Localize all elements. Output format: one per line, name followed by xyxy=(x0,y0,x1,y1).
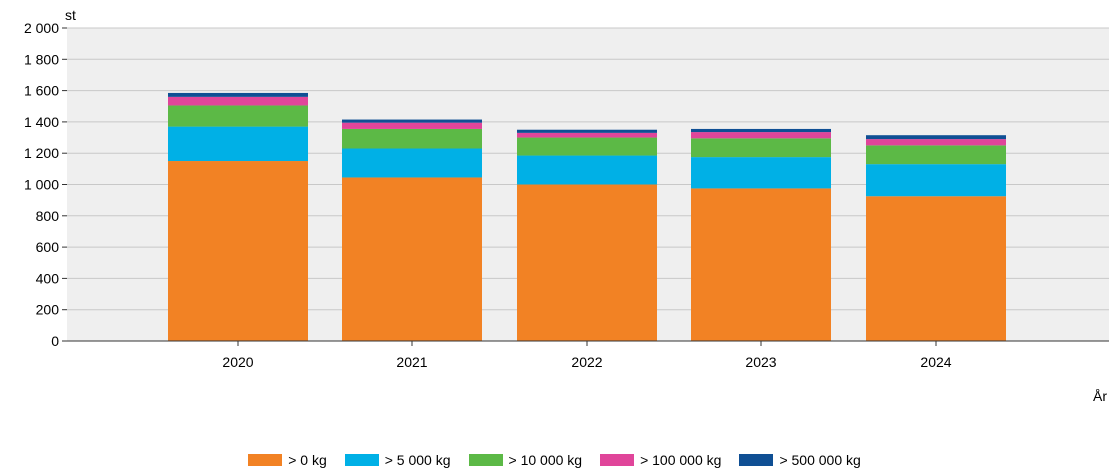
bar-segment-2023-series-0 xyxy=(691,188,831,341)
bar-segment-2024-series-2 xyxy=(866,145,1006,165)
bar-segment-2020-series-0 xyxy=(168,161,308,341)
x-tick-label: 2020 xyxy=(222,354,253,370)
y-tick-label: 200 xyxy=(36,302,60,318)
bar-segment-2021-series-0 xyxy=(342,177,482,341)
bar-segment-2023-series-4 xyxy=(691,128,831,133)
y-tick-label: 400 xyxy=(36,270,60,286)
bar-segment-2021-series-1 xyxy=(342,148,482,178)
x-tick-label: 2022 xyxy=(571,354,602,370)
legend: > 0 kg > 5 000 kg > 10 000 kg > 100 000 kg >… xyxy=(0,450,1109,470)
y-tick-label: 2 000 xyxy=(24,20,59,36)
y-tick-labels: 0 200 400 600 800 1 000 1 200 1 400 1 600 1 800 2 … xyxy=(24,20,59,349)
legend-swatch xyxy=(739,454,774,466)
bar-segment-2021-series-3 xyxy=(342,122,482,129)
legend-item: > 100 000 kg xyxy=(600,452,721,468)
x-tick-labels: 2020 2021 2022 2023 2024 xyxy=(222,341,952,370)
x-axis-label: År xyxy=(1093,388,1107,404)
legend-label: > 100 000 kg xyxy=(640,452,722,468)
bar-segment-2023-series-3 xyxy=(691,132,831,139)
legend-item: > 10 000 kg xyxy=(468,452,583,468)
x-tick-label: 2023 xyxy=(745,354,776,370)
legend-label: > 0 kg xyxy=(288,452,327,468)
bar-segment-2024-series-4 xyxy=(866,135,1006,140)
bars xyxy=(168,92,1006,341)
bar-segment-2020-series-4 xyxy=(168,92,308,97)
bar-segment-2024-series-0 xyxy=(866,196,1006,341)
legend-label: > 10 000 kg xyxy=(508,452,583,468)
bar-segment-2024-series-1 xyxy=(866,164,1006,197)
y-tick-label: 600 xyxy=(36,239,60,255)
y-tick-label: 0 xyxy=(51,333,59,349)
y-tick-label: 800 xyxy=(36,208,60,224)
y-tick-label: 1 600 xyxy=(24,83,59,99)
y-tick-label: 1 200 xyxy=(24,145,59,161)
legend-swatch xyxy=(248,454,283,466)
bar-segment-2022-series-4 xyxy=(517,129,657,133)
bar-segment-2020-series-2 xyxy=(168,105,308,127)
legend-swatch xyxy=(344,454,379,466)
y-tick-label: 1 000 xyxy=(24,177,59,193)
legend-label: > 500 000 kg xyxy=(779,452,861,468)
bar-segment-2024-series-3 xyxy=(866,139,1006,146)
y-tick-label: 1 400 xyxy=(24,114,59,130)
bar-segment-2021-series-4 xyxy=(342,119,482,123)
bar-segment-2022-series-0 xyxy=(517,184,657,341)
y-tick-label: 1 800 xyxy=(24,51,59,67)
legend-swatch xyxy=(600,454,635,466)
legend-swatch xyxy=(468,454,503,466)
bar-segment-2021-series-2 xyxy=(342,128,482,149)
bar-segment-2022-series-3 xyxy=(517,132,657,138)
bar-segment-2023-series-2 xyxy=(691,138,831,158)
bar-segment-2022-series-2 xyxy=(517,137,657,156)
x-tick-label: 2021 xyxy=(396,354,427,370)
bar-segment-2022-series-1 xyxy=(517,155,657,185)
legend-item: > 500 000 kg xyxy=(739,452,861,468)
y-axis-unit-label: st xyxy=(65,7,76,23)
bar-segment-2023-series-1 xyxy=(691,157,831,189)
x-tick-label: 2024 xyxy=(920,354,951,370)
legend-label: > 5 000 kg xyxy=(384,452,451,468)
bar-segment-2020-series-3 xyxy=(168,96,308,106)
bar-segment-2020-series-1 xyxy=(168,126,308,162)
stacked-bar-chart: 0 200 400 600 800 1 000 1 200 1 400 1 600 1 800 2 … xyxy=(24,7,1109,404)
legend-item: > 0 kg xyxy=(248,452,327,468)
legend-item: > 5 000 kg xyxy=(344,452,451,468)
